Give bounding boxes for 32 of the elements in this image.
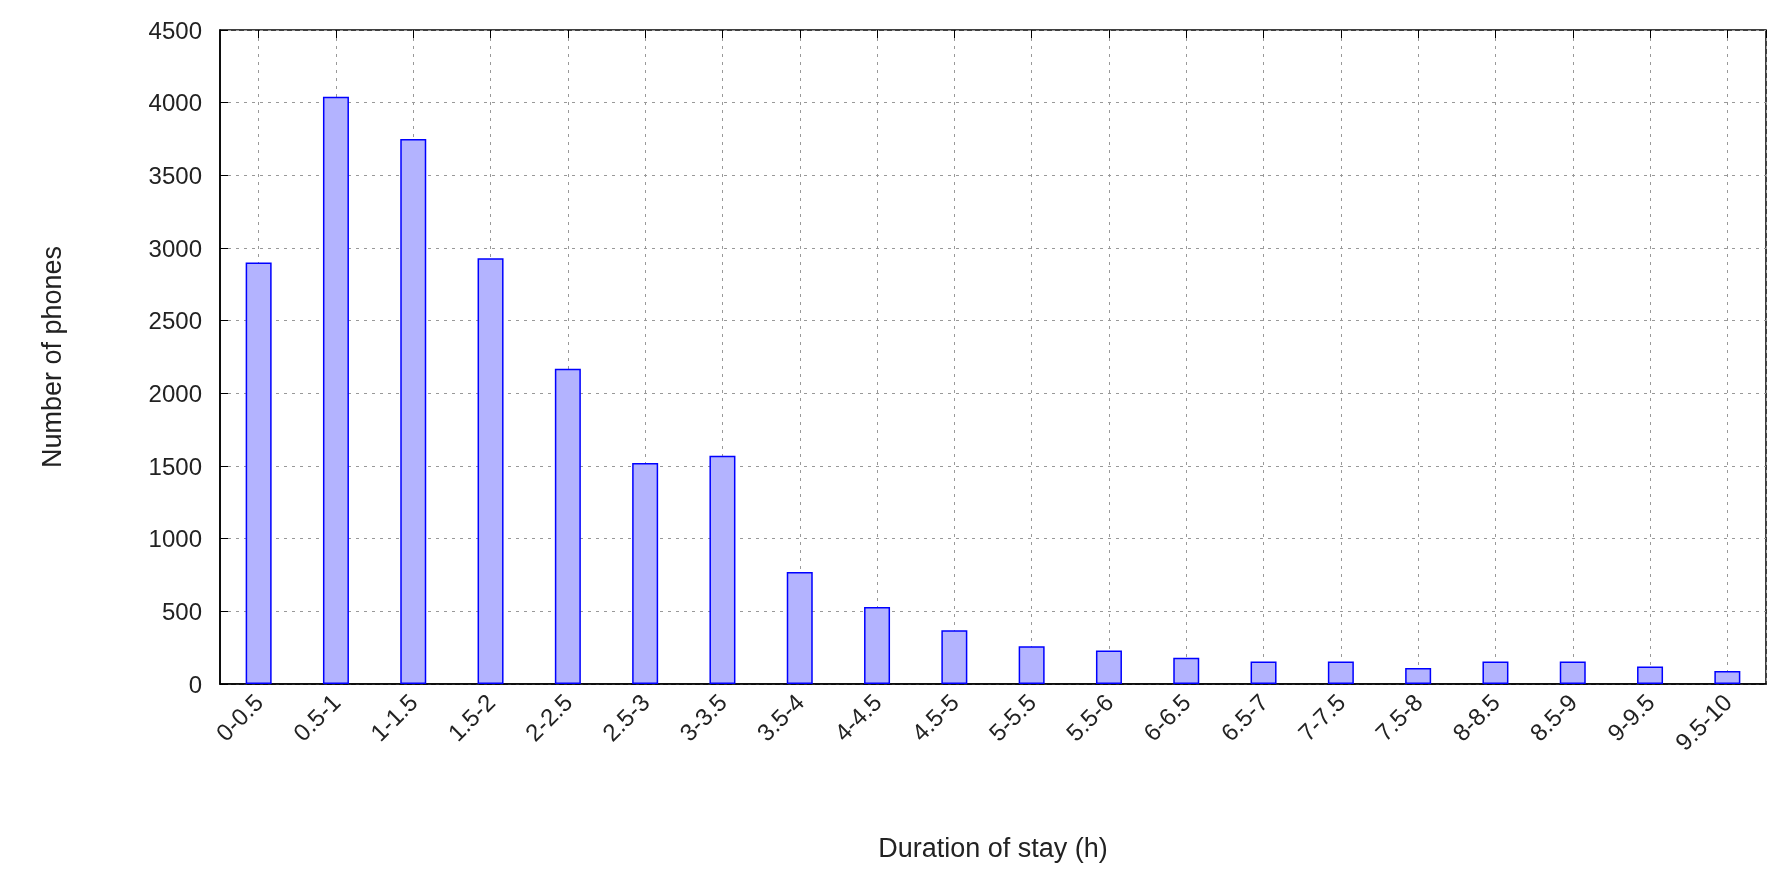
x-axis-title: Duration of stay (h) [878,832,1108,863]
bar [864,606,891,684]
bar [1173,657,1200,684]
bar [1714,670,1741,684]
y-tick-label: 4000 [148,89,202,117]
y-tick-label: 3000 [148,234,202,262]
bar [400,139,427,684]
bar [245,262,272,684]
bar [1405,668,1432,684]
bar [632,463,659,684]
y-tick-label: 0 [188,670,202,698]
bar [1559,661,1586,684]
bar [1327,661,1354,684]
y-tick-label: 500 [161,597,202,625]
y-tick-label: 3500 [148,161,202,189]
bar [1637,666,1664,684]
y-tick-label: 4500 [148,16,202,44]
bar [1095,650,1122,684]
bar [322,96,349,684]
bar [1018,646,1045,684]
y-axis-title: Number of phones [36,245,67,469]
bar [477,258,504,684]
y-tick-label: 1000 [148,525,202,553]
bar [709,455,736,684]
y-tick-label: 1500 [148,452,202,480]
y-tick-label: 2500 [148,307,202,335]
bar [554,368,581,684]
bar [786,572,813,684]
bar [1250,661,1277,684]
bar [941,630,968,684]
y-tick-label: 2000 [148,379,202,407]
bar [1482,661,1509,684]
